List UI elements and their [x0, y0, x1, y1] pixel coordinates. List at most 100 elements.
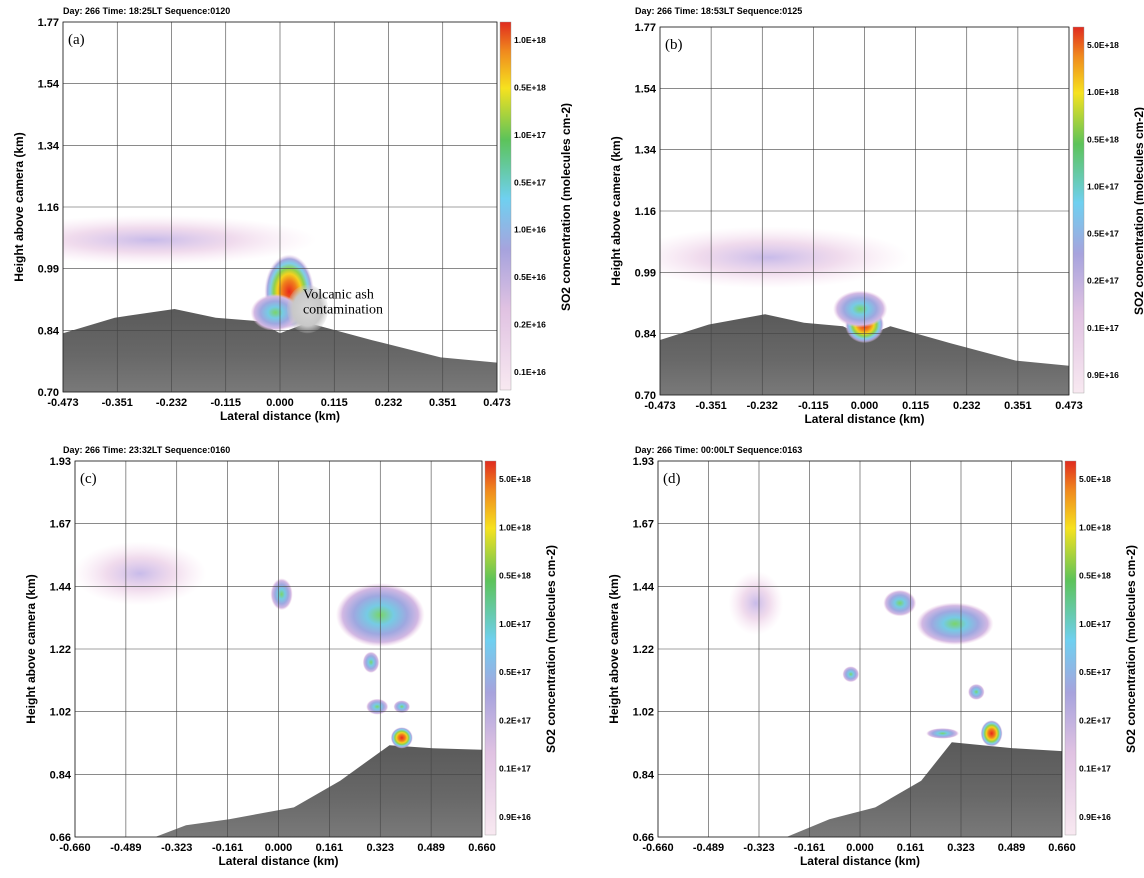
plot-area	[660, 27, 1069, 395]
frame-header: Day: 266 Time: 18:53LT Sequence:0125	[635, 6, 802, 16]
x-tick-label: -0.473	[644, 400, 675, 412]
x-tick-label: 0.000	[266, 397, 294, 409]
y-tick-label: 1.77	[38, 17, 59, 29]
colorbar-tick-label: 5.0E+18	[1087, 40, 1119, 50]
colorbar-tick-label: 1.0E+17	[1079, 619, 1111, 629]
colorbar-tick-label: 0.5E+18	[1087, 134, 1119, 144]
so2-plume-2	[660, 226, 910, 289]
colorbar-tick-label: 0.1E+17	[1079, 764, 1111, 774]
x-tick-label: 0.489	[998, 842, 1026, 854]
volcano-silhouette	[786, 742, 1062, 837]
colorbar-tick-label: 0.9E+16	[1079, 812, 1111, 822]
panel-label: (c)	[80, 471, 97, 487]
x-tick-label: 0.232	[953, 400, 981, 412]
so2-plume-0	[390, 727, 413, 749]
x-tick-label: -0.323	[161, 842, 192, 854]
colorbar-tick-label: 1.0E+18	[1087, 87, 1119, 97]
colorbar-tick-label: 1.0E+17	[1087, 181, 1119, 191]
plot-frame	[657, 460, 1063, 838]
colorbar-tick-label: 1.0E+16	[514, 225, 546, 235]
colorbar-tick-label: 0.5E+18	[1079, 571, 1111, 581]
x-tick-label: 0.161	[316, 842, 344, 854]
x-tick-label: -0.489	[110, 842, 141, 854]
x-tick-label: 0.115	[902, 400, 929, 412]
panel-a: Day: 266 Time: 18:25LT Sequence:0120 -0.4…	[0, 0, 572, 439]
so2-plume-6	[75, 541, 207, 606]
y-tick-label: 0.70	[38, 387, 59, 399]
x-tick-label: 0.000	[846, 842, 874, 854]
y-tick-label: 1.02	[633, 707, 654, 719]
x-tick-label: -0.232	[156, 397, 187, 409]
colorbar-label: SO2 concentration (molecules cm-2)	[1124, 545, 1138, 753]
y-tick-label: 0.99	[635, 267, 656, 279]
so2-plume-4	[393, 700, 411, 714]
so2-plume-6	[728, 571, 784, 636]
y-tick-label: 0.99	[38, 264, 59, 276]
y-tick-label: 0.66	[50, 832, 71, 844]
x-tick-label: -0.115	[798, 400, 829, 412]
x-tick-label: 0.232	[375, 397, 403, 409]
x-axis-label: Lateral distance (km)	[220, 409, 340, 423]
y-tick-label: 0.84	[635, 329, 657, 341]
x-tick-label: 0.660	[468, 842, 496, 854]
y-tick-label: 0.84	[50, 769, 72, 781]
colorbar-tick-label: 1.0E+17	[499, 619, 531, 629]
y-tick-label: 1.16	[38, 202, 59, 214]
panel-label: (a)	[68, 32, 85, 48]
y-tick-label: 0.84	[633, 769, 655, 781]
colorbar-tick-label: 1.0E+18	[1079, 522, 1111, 532]
x-tick-label: -0.351	[696, 400, 727, 412]
x-tick-label: 0.351	[1004, 400, 1032, 412]
colorbar-tick-label: 0.1E+16	[514, 367, 546, 377]
y-tick-label: 1.44	[50, 581, 72, 593]
colorbar	[1072, 26, 1085, 394]
x-tick-label: 0.323	[947, 842, 975, 854]
colorbar-tick-label: 0.1E+17	[1087, 323, 1119, 333]
y-tick-label: 1.16	[635, 206, 656, 218]
colorbar-tick-label: 1.0E+17	[514, 130, 546, 140]
x-tick-label: -0.115	[210, 397, 241, 409]
plot-area	[658, 461, 1062, 837]
colorbar-tick-label: 1.0E+18	[514, 35, 546, 45]
colorbar-tick-label: 0.5E+17	[1087, 229, 1119, 239]
y-tick-label: 1.34	[38, 140, 60, 152]
y-tick-label: 1.67	[633, 519, 654, 531]
y-tick-label: 1.54	[635, 83, 657, 95]
annotation-text: Volcanic ash	[303, 288, 374, 303]
x-tick-label: 0.161	[897, 842, 925, 854]
colorbar-tick-label: 0.2E+16	[514, 320, 546, 330]
plot-area	[63, 22, 497, 392]
y-tick-label: 0.66	[633, 832, 654, 844]
so2-plume-4	[968, 683, 985, 700]
x-tick-label: -0.232	[747, 400, 778, 412]
x-axis-label: Lateral distance (km)	[804, 412, 924, 426]
x-tick-label: -0.660	[642, 842, 673, 854]
x-axis-label: Lateral distance (km)	[800, 854, 920, 868]
so2-plume-3	[366, 698, 389, 715]
colorbar-tick-label: 5.0E+18	[499, 474, 531, 484]
so2-plume-0	[980, 720, 1003, 747]
colorbar-label: SO2 concentration (molecules cm-2)	[1132, 107, 1144, 315]
chart-svg: Day: 266 Time: 18:53LT Sequence:0125 -0.4…	[609, 6, 1144, 426]
x-tick-label: 0.000	[851, 400, 879, 412]
x-tick-label: 0.115	[321, 397, 348, 409]
so2-plume-2	[63, 215, 317, 265]
x-tick-label: 0.323	[366, 842, 394, 854]
frame-header: Day: 266 Time: 00:00LT Sequence:0163	[635, 445, 802, 455]
ash-cloud	[286, 284, 329, 334]
x-tick-label: -0.660	[59, 842, 90, 854]
colorbar-tick-label: 1.0E+18	[499, 522, 531, 532]
colorbar	[499, 21, 512, 391]
x-tick-label: -0.473	[47, 397, 78, 409]
y-tick-label: 1.77	[635, 22, 656, 34]
x-tick-label: 0.351	[429, 397, 457, 409]
x-tick-label: 0.660	[1048, 842, 1076, 854]
panel-label: (d)	[663, 471, 681, 487]
colorbar-tick-label: 0.5E+16	[514, 272, 546, 282]
volcano-silhouette	[155, 745, 482, 837]
colorbar-tick-label: 0.5E+17	[499, 667, 531, 677]
plot-frame	[62, 21, 498, 393]
x-tick-label: 0.473	[1055, 400, 1083, 412]
x-tick-label: -0.161	[794, 842, 825, 854]
y-tick-label: 1.93	[50, 456, 71, 468]
